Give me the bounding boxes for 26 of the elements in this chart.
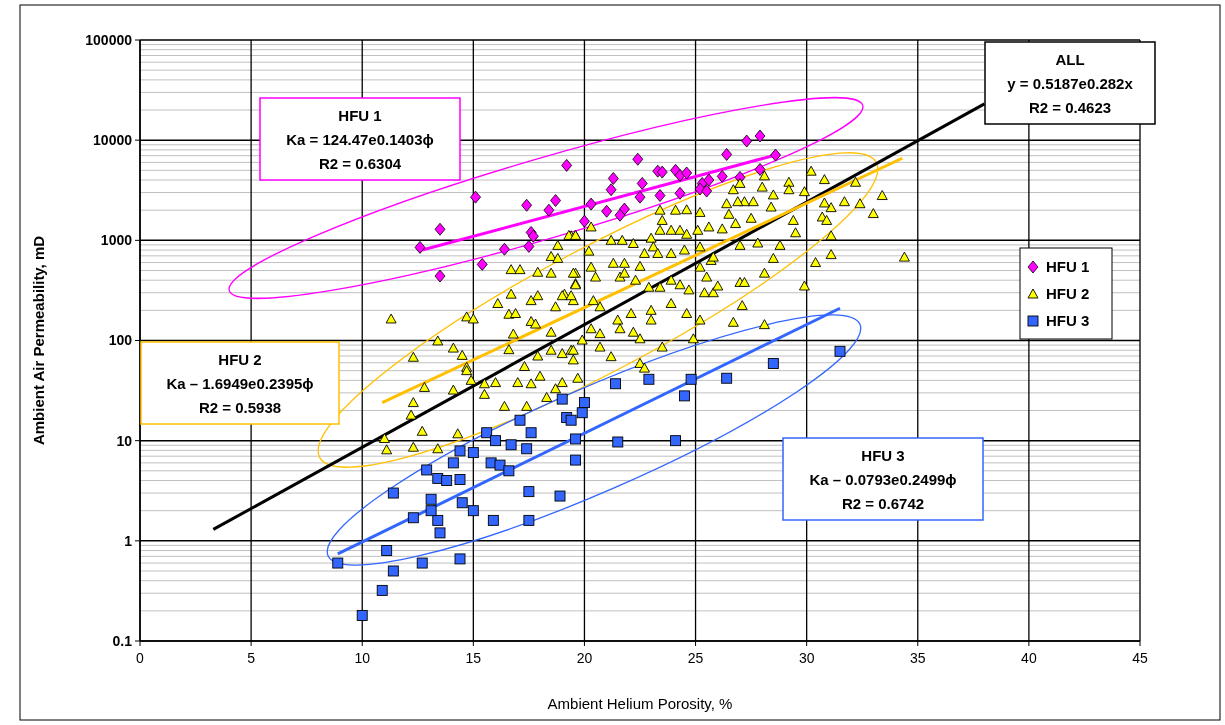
- x-tick-label: 30: [798, 650, 815, 666]
- y-tick-label: 1000: [100, 232, 133, 249]
- annotation: ALL y = 0.5187e0.282x R2 = 0.4623: [1007, 51, 1134, 116]
- legend-label: HFU 2: [1046, 285, 1090, 302]
- legend-label: HFU 3: [1046, 312, 1090, 329]
- x-axis-title: Ambient Helium Porosity, %: [547, 695, 733, 712]
- annotation: HFU 1 Ka = 124.47e0.1403ϕ R2 = 0.6304: [286, 107, 434, 172]
- x-tick-label: 15: [465, 650, 482, 666]
- x-tick-label: 35: [909, 650, 926, 666]
- x-tick-label: 20: [576, 650, 593, 666]
- y-tick-label: 10000: [93, 132, 133, 149]
- y-tick-label: 100000: [85, 31, 133, 48]
- x-tick-label: 45: [1132, 650, 1148, 666]
- annotation: HFU 2 Ka – 1.6949e0.2395ϕ R2 = 0.5938: [166, 351, 314, 416]
- y-tick-label: 100: [108, 332, 133, 349]
- annotation: HFU 3 Ka – 0.0793e0.2499ϕ R2 = 0.6742: [809, 447, 957, 512]
- x-tick-label: 40: [1021, 650, 1037, 666]
- x-tick-label: 5: [247, 650, 256, 666]
- y-axis-title: Ambient Air Permeability, mD: [30, 235, 47, 446]
- y-tick-label: 10: [116, 432, 133, 449]
- y-tick-label: 1: [124, 532, 133, 549]
- x-tick-label: 25: [687, 650, 704, 666]
- legend-label: HFU 1: [1046, 258, 1090, 275]
- x-tick-label: 0: [136, 650, 145, 666]
- x-tick-label: 10: [354, 650, 371, 666]
- y-tick-label: 0.1: [112, 632, 133, 649]
